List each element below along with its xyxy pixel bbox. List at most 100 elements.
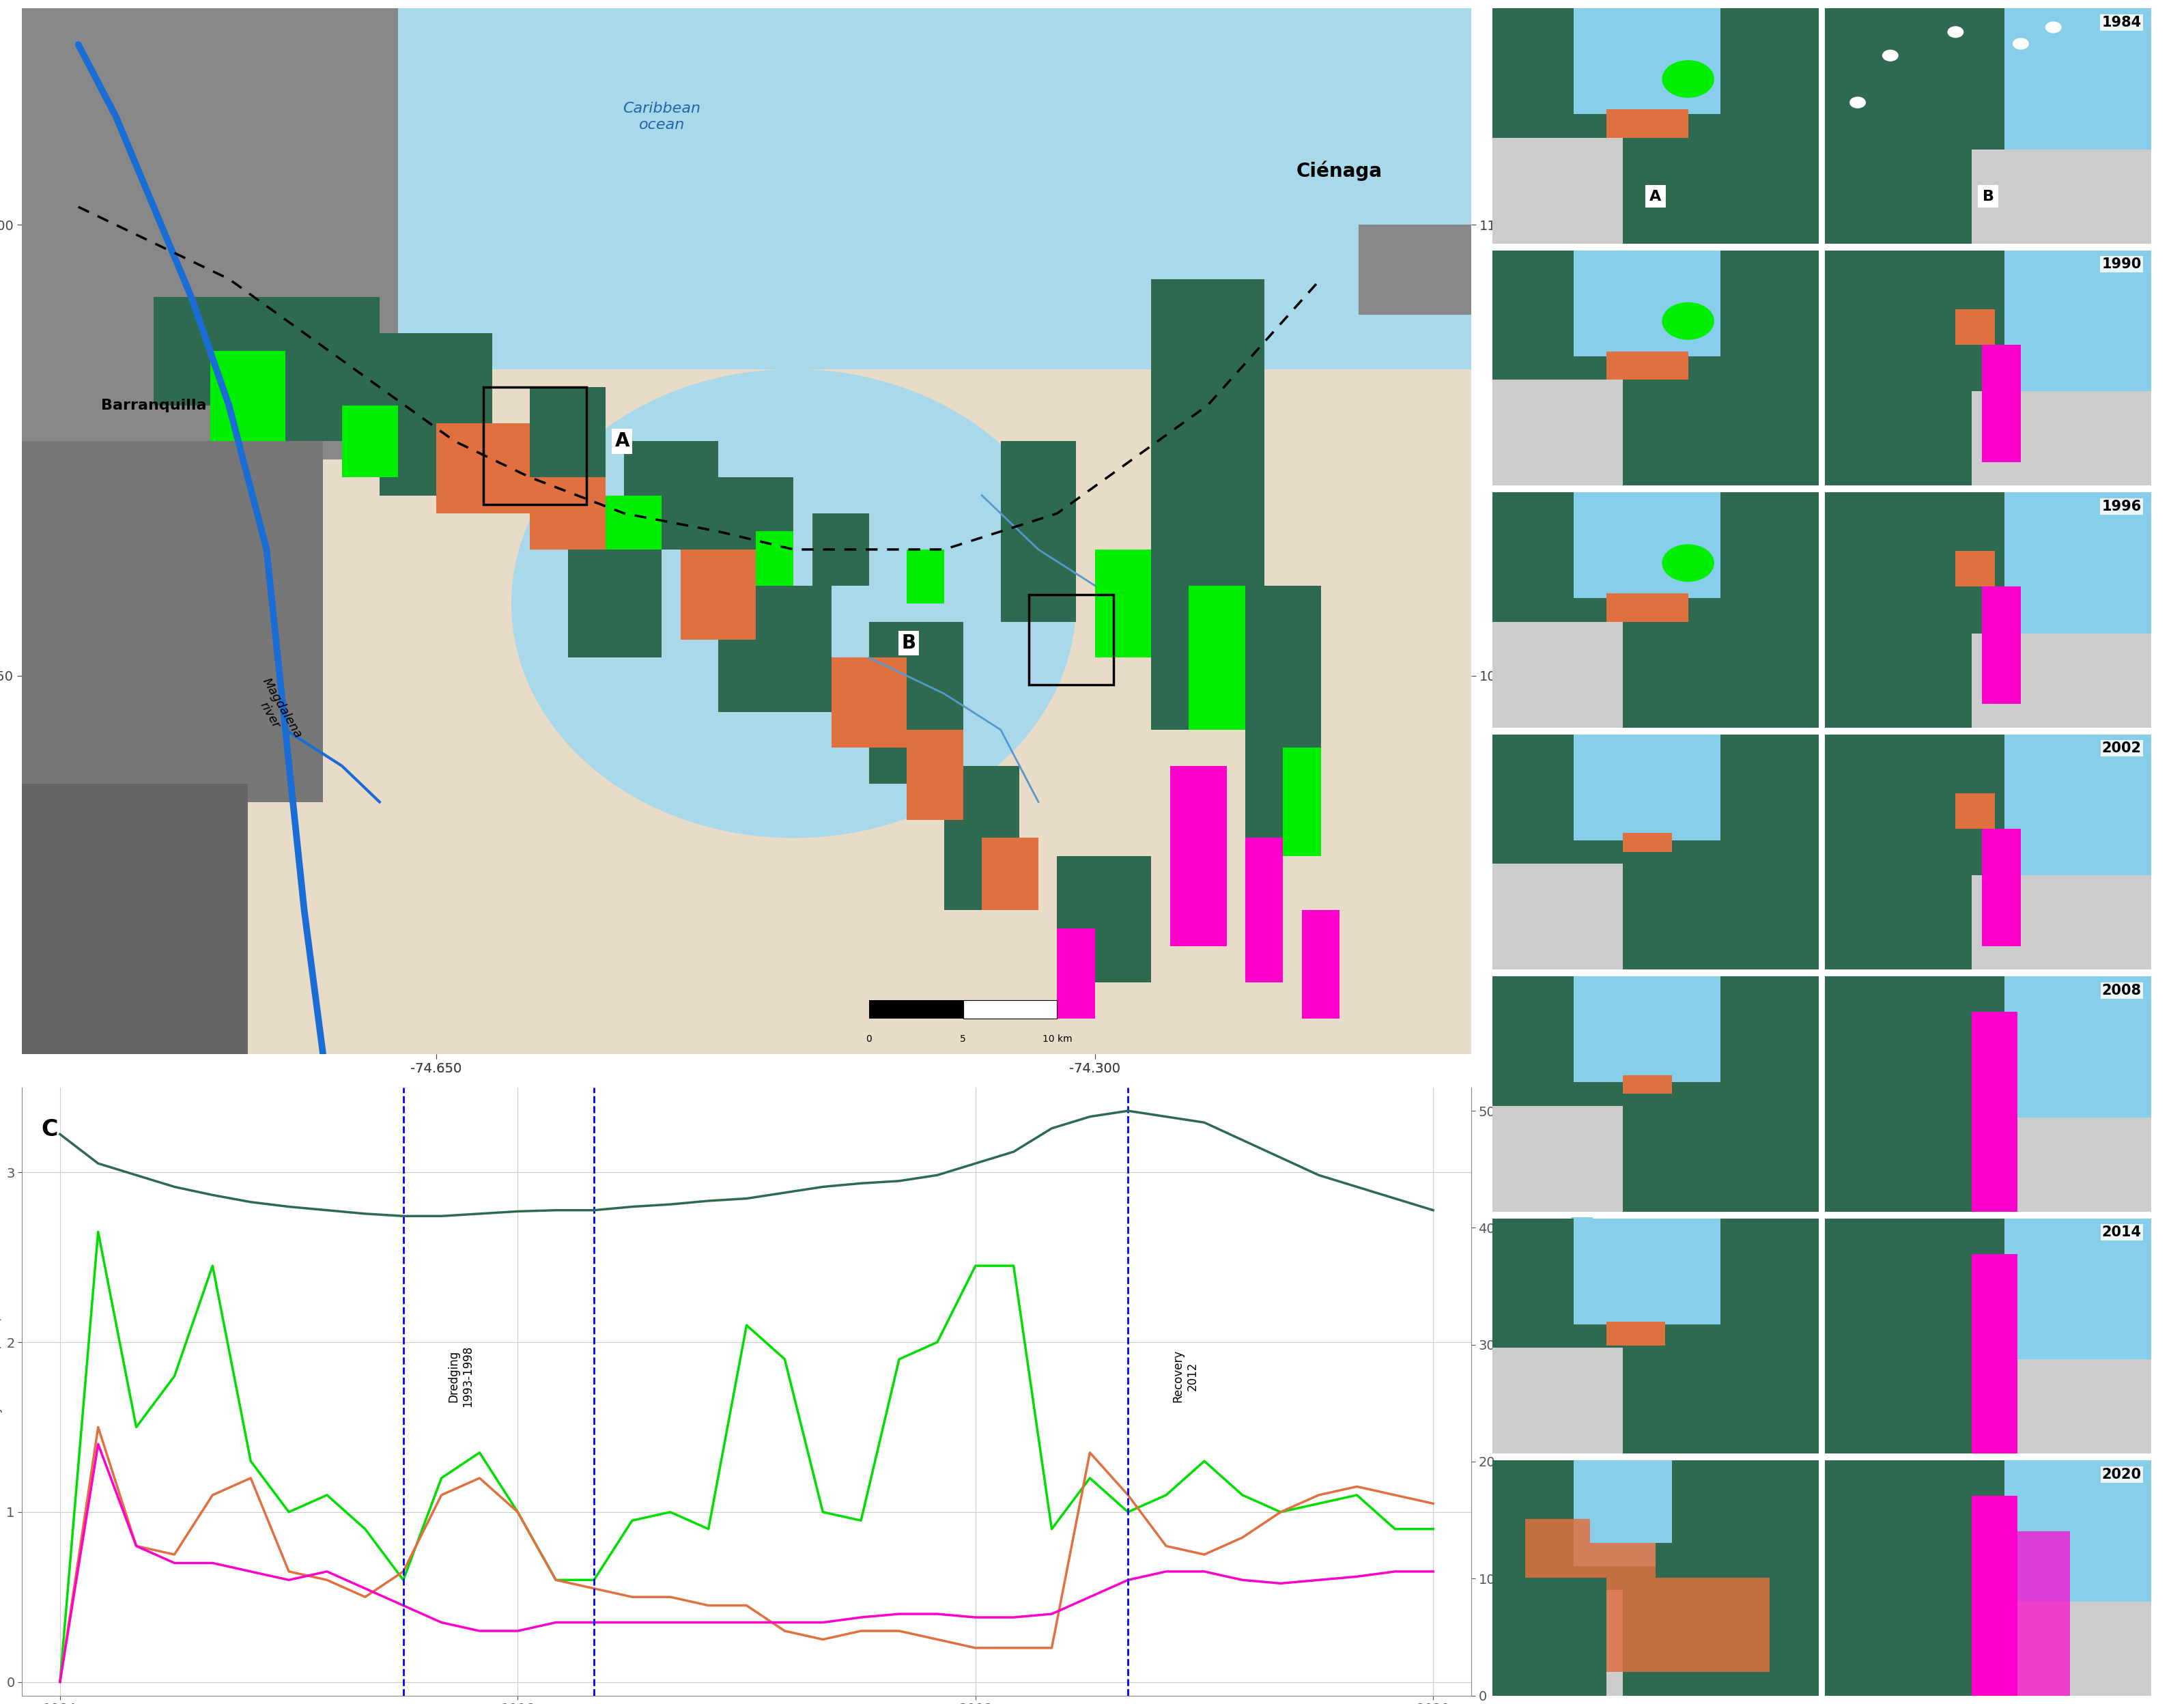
Bar <box>1245 586 1321 855</box>
Circle shape <box>2044 22 2062 32</box>
Bar <box>719 586 832 712</box>
Bar <box>605 496 662 549</box>
Bar <box>1245 838 1282 982</box>
Bar <box>1972 150 2151 244</box>
Text: Barranquilla: Barranquilla <box>100 399 205 412</box>
Bar <box>1188 586 1245 729</box>
Bar <box>1492 1348 1623 1454</box>
Bar <box>1826 1460 2005 1695</box>
Bar <box>22 370 869 729</box>
Text: Dredging
1993-1998: Dredging 1993-1998 <box>448 1346 474 1408</box>
Bar <box>1492 864 1623 970</box>
Bar <box>1029 595 1114 685</box>
Bar <box>22 9 397 460</box>
Bar <box>1826 734 2005 970</box>
Text: 2008: 2008 <box>2101 983 2143 997</box>
Circle shape <box>1850 97 1865 109</box>
Bar <box>1575 492 1721 598</box>
Text: 2014: 2014 <box>2101 1225 2143 1239</box>
Bar <box>832 658 906 748</box>
Bar <box>1826 976 2005 1212</box>
Bar <box>756 532 793 586</box>
Bar <box>1972 634 2151 728</box>
Bar <box>1151 279 1265 729</box>
Bar <box>1575 1218 1721 1324</box>
Text: 2020: 2020 <box>2101 1467 2143 1481</box>
Text: Recovery
2012: Recovery 2012 <box>1173 1350 1199 1402</box>
Bar <box>483 387 587 504</box>
Bar <box>2005 1530 2070 1695</box>
Text: Ciénaga: Ciénaga <box>1297 160 1382 181</box>
Bar <box>943 765 1020 910</box>
Bar <box>906 549 943 603</box>
Bar <box>1826 250 2005 486</box>
Bar <box>1358 225 1472 315</box>
Bar <box>906 729 963 820</box>
Text: 1990: 1990 <box>2101 257 2143 271</box>
Bar <box>22 370 1472 1055</box>
Bar <box>1972 1012 2018 1212</box>
Bar <box>983 838 1037 910</box>
Bar <box>1057 855 1151 982</box>
Text: 10 km: 10 km <box>1042 1034 1072 1045</box>
Bar <box>1607 593 1688 622</box>
Bar <box>1972 1254 2018 1454</box>
Bar <box>1492 380 1623 486</box>
Bar <box>1972 1602 2151 1695</box>
Bar <box>437 423 531 513</box>
Bar <box>1171 765 1227 946</box>
Bar <box>474 441 531 513</box>
Bar <box>1972 1360 2151 1454</box>
Bar <box>1000 441 1077 622</box>
Bar <box>1972 1496 2018 1695</box>
Bar <box>1607 109 1688 138</box>
Bar <box>1826 492 2005 728</box>
Bar <box>22 441 323 803</box>
Bar <box>1981 344 2020 462</box>
Circle shape <box>1662 544 1714 581</box>
Bar <box>1981 828 2020 946</box>
Bar <box>343 406 397 477</box>
Bar <box>380 332 491 496</box>
Bar <box>531 477 605 549</box>
Bar <box>22 9 1472 370</box>
Bar <box>1826 9 2005 244</box>
Bar <box>1492 1106 1623 1212</box>
Bar <box>531 387 605 513</box>
Bar <box>1623 1075 1671 1094</box>
Bar <box>266 296 380 441</box>
Bar <box>812 513 869 586</box>
Circle shape <box>2014 37 2029 49</box>
Y-axis label: Mangroves (kha): Mangroves (kha) <box>1500 1336 1511 1447</box>
Bar <box>869 1000 963 1019</box>
Text: 1996: 1996 <box>2101 499 2143 513</box>
Bar <box>1972 392 2151 486</box>
Bar <box>681 549 756 639</box>
Bar <box>1972 876 2151 970</box>
Bar <box>1282 748 1321 855</box>
Bar <box>568 513 662 658</box>
Bar <box>1590 1460 1671 1542</box>
Bar <box>1492 138 1623 244</box>
Text: C: C <box>41 1118 57 1140</box>
Bar <box>1972 1118 2151 1212</box>
Text: A: A <box>1649 189 1662 203</box>
Text: B: B <box>902 634 915 653</box>
Ellipse shape <box>511 370 1077 838</box>
Legend: non-mangrove transitions, Mangroves, Mangrove to water, Mangrove to other veg, G: non-mangrove transitions, Mangroves, Man… <box>1564 1082 1767 1283</box>
Text: 1984: 1984 <box>2101 15 2143 29</box>
Bar <box>1575 1460 1721 1566</box>
Bar <box>1607 1322 1664 1346</box>
Bar <box>1492 1578 1607 1695</box>
Bar <box>1575 734 1721 840</box>
Bar <box>1826 1218 2005 1454</box>
Bar <box>1655 1460 1819 1578</box>
Bar <box>210 351 286 441</box>
Bar <box>22 784 247 1055</box>
Text: B: B <box>1983 189 1994 203</box>
Bar <box>1524 1520 1769 1672</box>
Bar <box>1575 976 1721 1082</box>
Circle shape <box>1883 49 1898 61</box>
Text: 2002: 2002 <box>2101 741 2143 755</box>
Bar <box>1955 794 1994 828</box>
